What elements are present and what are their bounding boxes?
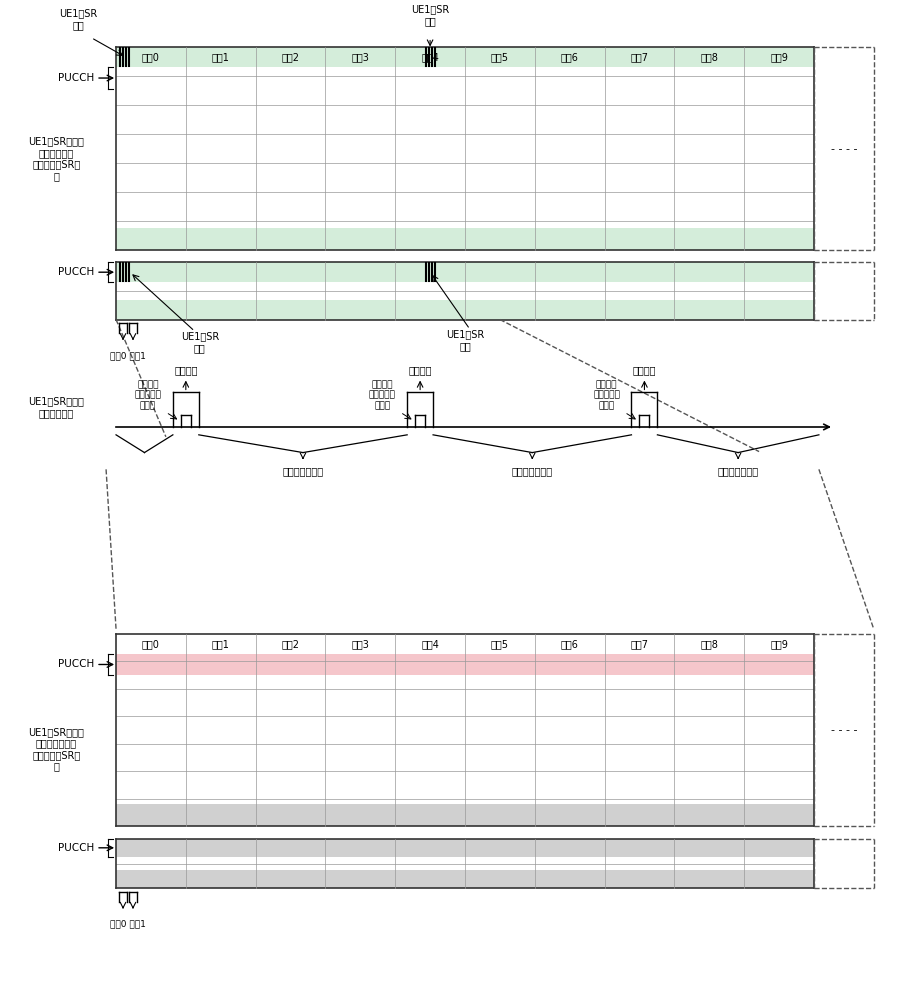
Text: UE1的SR资源配
置的生效时间: UE1的SR资源配 置的生效时间 — [28, 396, 84, 418]
Text: 子帧3: 子帧3 — [352, 639, 369, 649]
Text: 子帧0: 子帧0 — [142, 52, 160, 62]
Text: 子帧3: 子帧3 — [352, 52, 369, 62]
Text: 生效时间: 生效时间 — [409, 365, 431, 375]
Bar — [116, 839, 814, 888]
Bar — [116, 300, 814, 320]
Text: 生效时间
的每周期起
始偏置: 生效时间 的每周期起 始偏置 — [135, 380, 161, 410]
Text: 子帧6: 子帧6 — [561, 52, 579, 62]
Text: - - - -: - - - - — [831, 144, 857, 154]
Text: 子帧1: 子帧1 — [212, 639, 230, 649]
Bar — [116, 634, 814, 826]
Text: PUCCH: PUCCH — [58, 267, 94, 277]
Bar — [116, 262, 814, 320]
Text: 子帧5: 子帧5 — [491, 639, 509, 649]
Bar — [116, 654, 814, 675]
Text: 生效时间
的每周期起
始偏置: 生效时间 的每周期起 始偏置 — [594, 380, 620, 410]
Text: 子帧7: 子帧7 — [630, 52, 649, 62]
Text: 子帧7: 子帧7 — [630, 639, 649, 649]
Text: 子帧8: 子帧8 — [701, 639, 718, 649]
Text: 时隙0 时隙1: 时隙0 时隙1 — [110, 920, 146, 929]
Text: 子帧4: 子帧4 — [421, 639, 439, 649]
Bar — [116, 47, 814, 67]
Bar — [116, 47, 814, 250]
Text: UE1的SR
资源: UE1的SR 资源 — [411, 4, 449, 26]
Bar — [116, 228, 814, 250]
Text: PUCCH: PUCCH — [58, 843, 94, 853]
Text: UE1的SR
资源: UE1的SR 资源 — [446, 329, 484, 351]
Text: 生效时间的周期: 生效时间的周期 — [717, 466, 758, 476]
Text: 生效时间
的每周期起
始偏置: 生效时间 的每周期起 始偏置 — [369, 380, 396, 410]
Text: UE1的SR
资源: UE1的SR 资源 — [180, 331, 219, 353]
Text: 子帧5: 子帧5 — [491, 52, 509, 62]
Text: 子帧0: 子帧0 — [142, 639, 160, 649]
Text: 子帧4: 子帧4 — [421, 52, 439, 62]
Bar — [116, 870, 814, 888]
Text: - - - -: - - - - — [831, 725, 857, 735]
Text: 子帧1: 子帧1 — [212, 52, 230, 62]
Bar — [116, 839, 814, 857]
Text: 子帧2: 子帧2 — [281, 639, 300, 649]
Text: PUCCH: PUCCH — [58, 73, 94, 83]
Text: 子帧9: 子帧9 — [770, 639, 788, 649]
Text: 子帧9: 子帧9 — [770, 52, 788, 62]
Text: 生效时间的周期: 生效时间的周期 — [282, 466, 323, 476]
Text: 生效时间: 生效时间 — [633, 365, 656, 375]
Text: 子帧6: 子帧6 — [561, 639, 579, 649]
Text: 时隙0 时隙1: 时隙0 时隙1 — [110, 351, 146, 360]
Text: 子帧2: 子帧2 — [281, 52, 300, 62]
Text: PUCCH: PUCCH — [58, 659, 94, 669]
Text: UE1的SR资源配
置的生效时间以
外，可用的SR资
源: UE1的SR资源配 置的生效时间以 外，可用的SR资 源 — [28, 727, 84, 772]
Bar — [116, 262, 814, 282]
Bar — [116, 804, 814, 826]
Text: 生效时间的周期: 生效时间的周期 — [512, 466, 553, 476]
Text: 子帧8: 子帧8 — [701, 52, 718, 62]
Text: UE1的SR
资源: UE1的SR 资源 — [59, 8, 97, 30]
Bar — [116, 634, 814, 654]
Text: 生效时间: 生效时间 — [174, 365, 198, 375]
Text: UE1的SR资源配
置的生效时间
内，可用的SR资
源: UE1的SR资源配 置的生效时间 内，可用的SR资 源 — [28, 136, 84, 181]
